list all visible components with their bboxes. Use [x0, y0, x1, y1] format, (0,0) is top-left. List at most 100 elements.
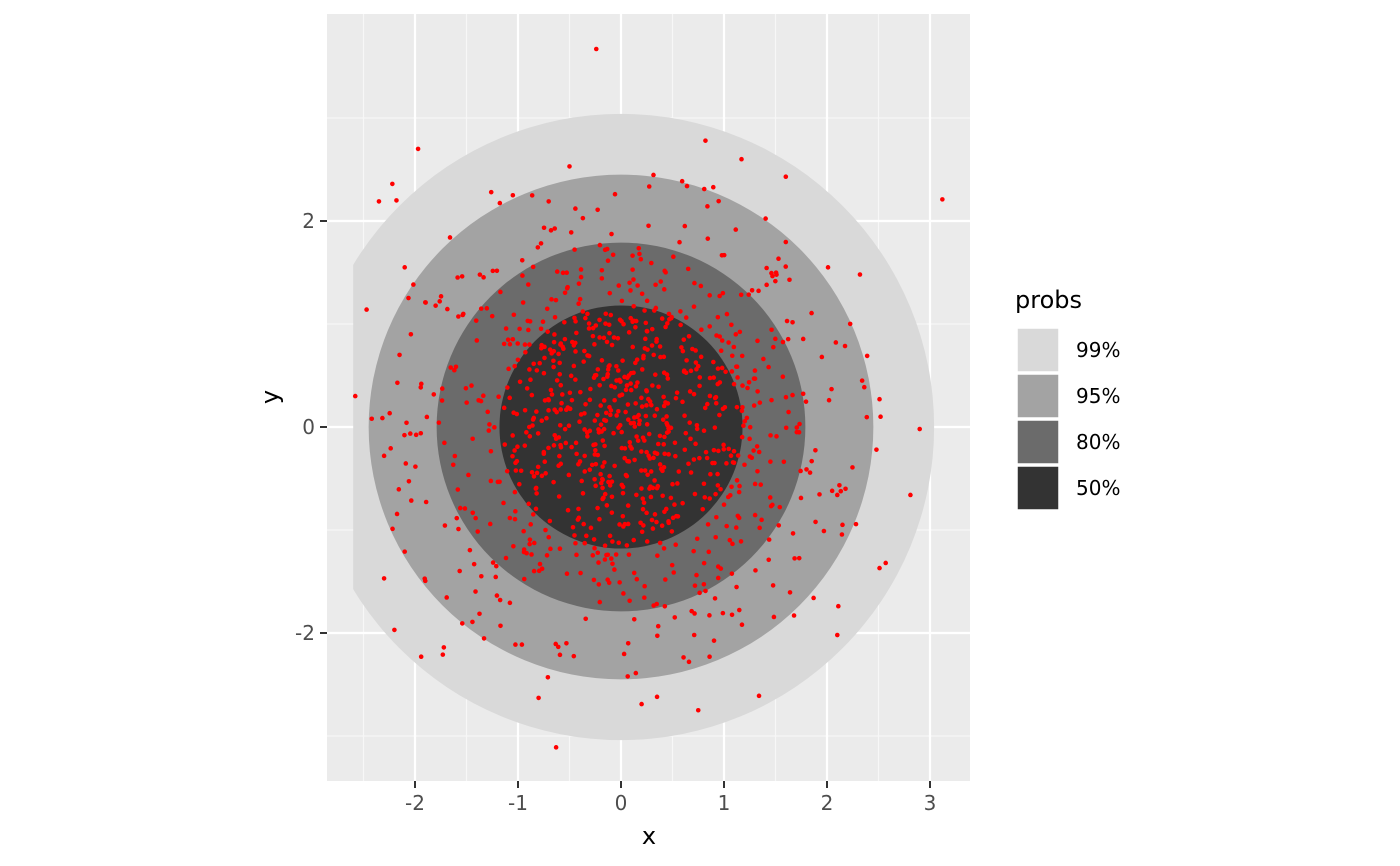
data-point: [513, 509, 518, 514]
data-point: [471, 561, 477, 567]
data-point: [418, 385, 424, 390]
data-point: [591, 537, 597, 542]
data-point: [411, 282, 416, 287]
data-point: [715, 314, 721, 320]
data-point: [616, 540, 622, 546]
data-point: [668, 425, 674, 431]
data-point: [534, 470, 540, 476]
data-point: [703, 588, 708, 594]
data-point: [612, 463, 617, 469]
data-point: [693, 360, 699, 365]
data-point: [593, 461, 599, 467]
data-point: [543, 527, 548, 533]
y-axis: -2 0 2: [295, 209, 327, 645]
data-point: [579, 478, 585, 484]
data-point: [693, 441, 698, 447]
data-point: [753, 568, 758, 573]
data-point: [644, 422, 650, 427]
data-point: [638, 256, 644, 262]
data-point: [549, 392, 555, 397]
data-point: [424, 414, 430, 420]
data-point: [542, 355, 547, 361]
data-point: [577, 296, 583, 302]
data-point: [522, 443, 528, 448]
data-point: [707, 654, 712, 659]
data-point: [615, 368, 621, 373]
data-point: [673, 542, 679, 548]
data-point: [515, 341, 521, 346]
data-point: [456, 526, 461, 532]
data-point: [578, 412, 584, 417]
data-point: [490, 268, 496, 274]
data-point: [576, 281, 582, 286]
data-point: [751, 403, 757, 408]
data-point: [632, 424, 638, 429]
data-point: [585, 434, 590, 439]
data-point: [580, 309, 586, 314]
data-point: [681, 337, 687, 342]
data-point: [567, 164, 572, 169]
data-point: [776, 523, 782, 528]
data-point: [757, 400, 763, 405]
data-point: [597, 382, 603, 388]
data-point: [656, 384, 661, 390]
data-point: [807, 470, 813, 475]
data-point: [519, 642, 525, 647]
data-point: [702, 495, 708, 500]
data-point: [527, 537, 533, 542]
data-point: [626, 330, 632, 335]
data-point: [640, 435, 646, 440]
data-point: [646, 453, 651, 459]
data-point: [586, 321, 592, 326]
data-point: [464, 400, 469, 405]
data-point: [608, 556, 614, 561]
data-point: [744, 415, 750, 421]
data-point: [669, 529, 675, 534]
data-point: [521, 547, 527, 552]
data-point: [621, 321, 626, 327]
data-point: [456, 314, 461, 319]
data-point: [692, 611, 697, 616]
data-point: [496, 394, 501, 399]
data-point: [737, 483, 742, 489]
data-point: [642, 468, 648, 473]
data-point: [781, 459, 787, 465]
data-point: [554, 378, 560, 383]
data-point: [768, 433, 773, 438]
data-point: [621, 591, 626, 596]
data-point: [517, 326, 522, 332]
data-point: [826, 397, 832, 403]
data-point: [657, 462, 663, 467]
data-point: [529, 552, 534, 557]
data-point: [572, 533, 577, 538]
data-point: [582, 453, 587, 459]
data-point: [439, 398, 445, 403]
data-point: [582, 469, 588, 474]
data-point: [738, 292, 744, 298]
data-point: [546, 408, 551, 413]
legend-label: 50%: [1076, 476, 1120, 500]
data-point: [529, 193, 535, 198]
data-point: [661, 287, 667, 292]
data-point: [558, 382, 564, 388]
data-point: [864, 414, 870, 420]
data-point: [780, 374, 786, 380]
data-point: [633, 324, 638, 330]
data-point: [692, 491, 698, 497]
data-point: [847, 321, 853, 327]
data-point: [595, 207, 600, 213]
data-point: [572, 247, 577, 252]
data-point: [694, 536, 700, 542]
data-point: [721, 502, 727, 507]
data-point: [768, 459, 773, 464]
data-point: [513, 468, 519, 473]
data-point: [783, 174, 789, 180]
data-point: [515, 357, 521, 363]
data-point: [631, 616, 637, 622]
data-point: [787, 277, 792, 283]
data-point: [720, 610, 726, 616]
data-point: [691, 548, 696, 554]
data-point: [683, 315, 689, 320]
data-point: [659, 523, 665, 529]
data-point: [603, 321, 608, 326]
